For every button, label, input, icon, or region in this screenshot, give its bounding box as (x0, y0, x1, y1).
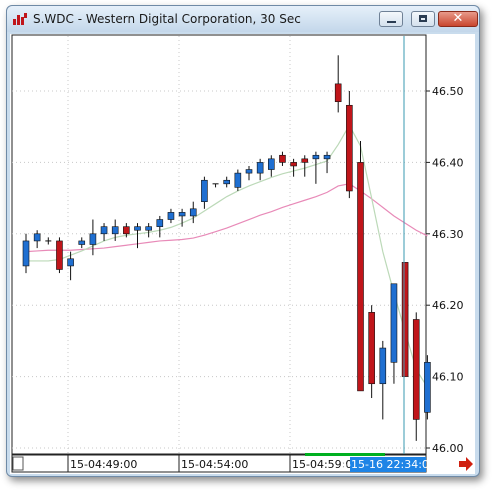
maximize-icon (419, 15, 427, 22)
candle-body-up (223, 179, 230, 185)
candle-body-down (401, 262, 409, 377)
candlestick-chart[interactable]: 46.50 46.40 46.30 46.20 46.10 46.00 15-04:49:… (10, 34, 475, 474)
candle-body-up (145, 226, 152, 231)
candle-body-up (267, 158, 275, 170)
candle-body-up (256, 162, 264, 174)
candle-body-up (201, 179, 208, 202)
candle-body-up (22, 240, 30, 267)
maximize-button[interactable] (411, 11, 435, 27)
y-tick-label: 46.50 (432, 85, 464, 98)
chart-area[interactable]: 46.50 46.40 46.30 46.20 46.10 46.00 15-04:49:… (10, 34, 475, 474)
window-title: S.WDC - Western Digital Corporation, 30 … (33, 12, 301, 26)
y-tick-label: 46.20 (432, 299, 464, 312)
x-tick-label: 15-04:59:00 (292, 458, 359, 471)
candle-body-up (379, 347, 387, 385)
candle-body-up (323, 154, 331, 160)
candle-body-up (111, 226, 119, 235)
cursor-time-label: 6-15-16 22:34:00 (340, 458, 436, 471)
y-tick-label: 46.40 (432, 156, 464, 169)
candle-body-up (178, 212, 186, 217)
candle-body-down (334, 83, 342, 103)
candle-body-down (301, 158, 309, 163)
candle-body-down (346, 104, 353, 192)
y-tick-label: 46.00 (432, 442, 464, 455)
chart-window: S.WDC - Western Digital Corporation, 30 … (6, 5, 480, 477)
close-button[interactable]: ✕ (438, 11, 478, 27)
x-tick-label: 15-04:54:00 (181, 458, 248, 471)
candle-body-down (368, 312, 375, 385)
scroll-box[interactable] (12, 456, 24, 471)
visible-range-indicator (305, 453, 385, 456)
candle-body-up (390, 283, 398, 363)
candle-body-down (290, 162, 297, 167)
y-tick-label: 46.10 (432, 371, 464, 384)
candles (22, 55, 431, 441)
candle-body-up (33, 233, 41, 242)
candle-body-down (123, 226, 130, 235)
plot-frame (11, 34, 427, 455)
candle-body-down (279, 154, 286, 163)
candle-body-up (156, 219, 164, 227)
candle-body-up (134, 226, 141, 231)
candle-body-down (56, 240, 63, 270)
candle-body-up (67, 258, 74, 267)
cursor-time-badge (350, 457, 426, 472)
candle-body-up (312, 154, 320, 160)
candle-body-up (189, 208, 197, 217)
candle-body-up (167, 212, 175, 220)
gridlines (12, 36, 426, 454)
app-chart-icon (13, 13, 27, 25)
minimize-button[interactable] (379, 11, 403, 27)
candle-body-up (424, 362, 431, 413)
title-bar[interactable]: S.WDC - Western Digital Corporation, 30 … (7, 6, 479, 32)
x-axis-labels: 15-04:49:00 15-04:54:00 15-04:59:00 (67, 455, 359, 472)
candle-body-up (100, 226, 108, 235)
candle-body-up (89, 233, 97, 245)
x-tick-label: 15-04:49:00 (70, 458, 137, 471)
candle-body-up (245, 169, 253, 174)
candle-body-down (357, 162, 364, 392)
candle-body-up (78, 240, 86, 245)
y-axis-labels: 46.50 46.40 46.30 46.20 46.10 46.00 (426, 85, 464, 455)
y-tick-label: 46.30 (432, 228, 464, 241)
right-arrow-icon[interactable] (459, 457, 473, 471)
candle-body-down (412, 319, 420, 420)
close-icon: ✕ (452, 11, 464, 26)
minimize-icon (387, 21, 396, 23)
candle-body-up (234, 172, 242, 188)
